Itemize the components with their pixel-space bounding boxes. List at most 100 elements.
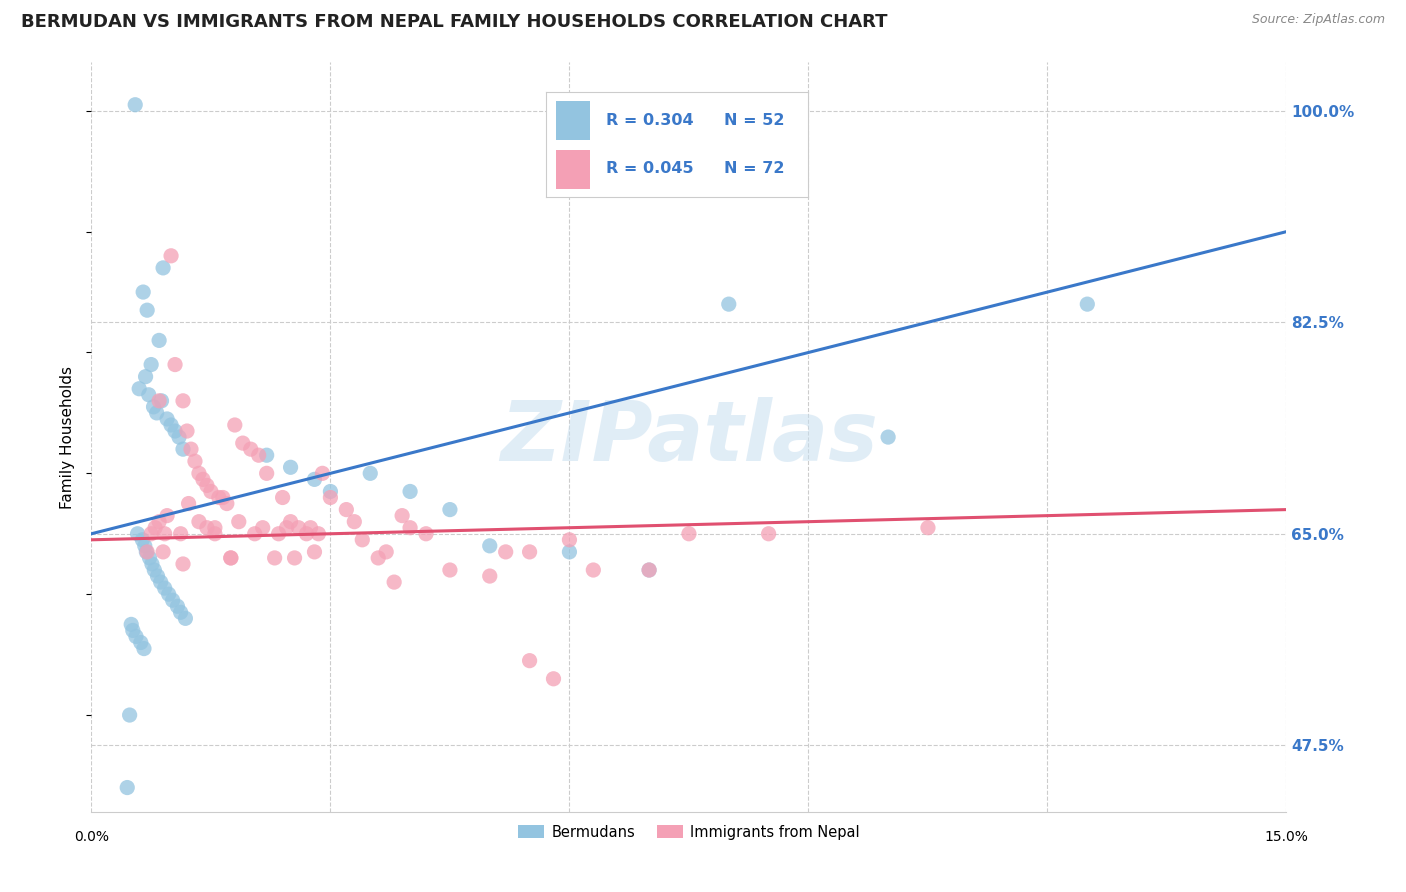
Text: Source: ZipAtlas.com: Source: ZipAtlas.com bbox=[1251, 13, 1385, 27]
Point bbox=[247, 448, 270, 462]
Point bbox=[267, 526, 290, 541]
Point bbox=[148, 334, 170, 348]
Point bbox=[180, 442, 202, 457]
Point bbox=[228, 515, 250, 529]
Point bbox=[172, 557, 194, 571]
Point bbox=[166, 599, 188, 614]
Point bbox=[121, 624, 143, 638]
Point bbox=[160, 417, 183, 432]
Point bbox=[439, 502, 461, 516]
Point bbox=[172, 393, 194, 408]
Point bbox=[1076, 297, 1098, 311]
Point bbox=[304, 472, 326, 486]
Point bbox=[125, 630, 148, 644]
Point bbox=[252, 521, 274, 535]
Point bbox=[143, 521, 166, 535]
Point bbox=[176, 424, 198, 438]
Point bbox=[195, 521, 218, 535]
Point bbox=[276, 521, 298, 535]
Point bbox=[141, 526, 162, 541]
Point bbox=[638, 563, 661, 577]
Point bbox=[256, 448, 278, 462]
Point bbox=[678, 526, 700, 541]
Point bbox=[224, 417, 246, 432]
Point bbox=[148, 393, 170, 408]
Point bbox=[335, 502, 357, 516]
Point bbox=[172, 442, 194, 457]
Point bbox=[135, 369, 157, 384]
Point bbox=[145, 406, 167, 420]
Point bbox=[208, 491, 231, 505]
Point bbox=[543, 672, 565, 686]
Point bbox=[219, 550, 242, 565]
Point bbox=[150, 393, 173, 408]
Point bbox=[156, 412, 179, 426]
Point bbox=[382, 575, 405, 590]
Point bbox=[169, 605, 191, 619]
Point bbox=[638, 563, 661, 577]
Point bbox=[177, 497, 200, 511]
Point bbox=[188, 467, 211, 481]
Point bbox=[917, 521, 939, 535]
Point bbox=[188, 515, 211, 529]
Text: 0.0%: 0.0% bbox=[75, 830, 108, 844]
Point bbox=[157, 587, 180, 601]
Point bbox=[156, 508, 179, 523]
Point bbox=[352, 533, 374, 547]
Text: 15.0%: 15.0% bbox=[1264, 830, 1309, 844]
Point bbox=[135, 545, 157, 559]
Point bbox=[204, 526, 226, 541]
Point bbox=[280, 515, 302, 529]
Point bbox=[148, 515, 170, 529]
Point bbox=[204, 521, 226, 535]
Point bbox=[160, 249, 183, 263]
Point bbox=[174, 611, 197, 625]
Point bbox=[304, 545, 326, 559]
Point bbox=[211, 491, 233, 505]
Point bbox=[478, 569, 501, 583]
Point bbox=[191, 472, 214, 486]
Legend: Bermudans, Immigrants from Nepal: Bermudans, Immigrants from Nepal bbox=[512, 819, 866, 846]
Point bbox=[415, 526, 437, 541]
Point bbox=[439, 563, 461, 577]
Point bbox=[558, 545, 581, 559]
Point bbox=[132, 285, 155, 299]
Point bbox=[131, 533, 153, 547]
Point bbox=[124, 97, 146, 112]
Point bbox=[367, 550, 389, 565]
Point bbox=[391, 508, 413, 523]
Point bbox=[263, 550, 285, 565]
Point bbox=[758, 526, 780, 541]
Point bbox=[195, 478, 218, 492]
Point bbox=[143, 563, 166, 577]
Point bbox=[136, 303, 159, 318]
Point bbox=[115, 780, 138, 795]
Point bbox=[138, 388, 160, 402]
Point bbox=[558, 533, 581, 547]
Point bbox=[717, 297, 740, 311]
Point bbox=[219, 550, 242, 565]
Point bbox=[120, 617, 142, 632]
Point bbox=[127, 526, 149, 541]
Point bbox=[271, 491, 294, 505]
Point bbox=[141, 358, 162, 372]
Point bbox=[153, 526, 176, 541]
Point bbox=[136, 545, 159, 559]
Point bbox=[359, 467, 381, 481]
Point bbox=[519, 654, 541, 668]
Point bbox=[141, 557, 163, 571]
Point bbox=[280, 460, 302, 475]
Point bbox=[519, 545, 541, 559]
Point bbox=[162, 593, 184, 607]
Point bbox=[495, 545, 517, 559]
Point bbox=[169, 526, 191, 541]
Point bbox=[134, 539, 156, 553]
Text: BERMUDAN VS IMMIGRANTS FROM NEPAL FAMILY HOUSEHOLDS CORRELATION CHART: BERMUDAN VS IMMIGRANTS FROM NEPAL FAMILY… bbox=[21, 13, 887, 31]
Point bbox=[319, 484, 342, 499]
Point bbox=[343, 515, 366, 529]
Point bbox=[142, 400, 165, 414]
Y-axis label: Family Households: Family Households bbox=[60, 366, 76, 508]
Point bbox=[256, 467, 278, 481]
Point bbox=[243, 526, 266, 541]
Point bbox=[399, 521, 422, 535]
